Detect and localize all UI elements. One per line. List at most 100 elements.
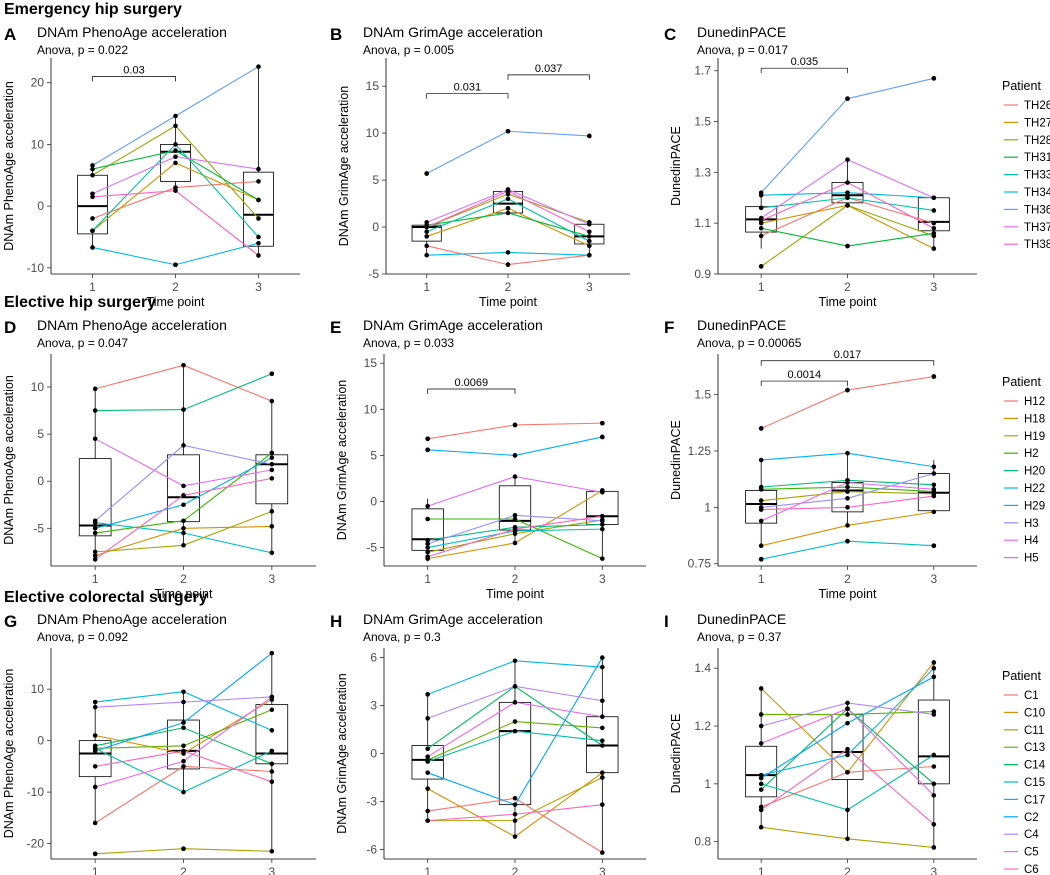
- data-point: [512, 516, 518, 522]
- y-tick-label: 0: [37, 474, 44, 488]
- legend-label: TH27: [1024, 117, 1050, 129]
- data-point: [587, 243, 592, 249]
- data-point: [845, 243, 850, 249]
- box-time-1: [78, 702, 112, 823]
- series-h4: [758, 480, 937, 524]
- data-point: [173, 113, 178, 119]
- series-h29: [758, 450, 937, 470]
- data-point: [90, 245, 95, 250]
- data-point: [181, 407, 186, 412]
- series-th33: [424, 196, 592, 244]
- legend-label: H20: [1024, 466, 1045, 478]
- panel-title: DNAm GrimAge acceleration: [363, 317, 543, 333]
- series-th33: [90, 142, 261, 240]
- series-th36: [758, 76, 937, 195]
- legend-item: TH31: [1004, 152, 1050, 164]
- section-title-elective-hip: Elective hip surgery: [4, 294, 156, 311]
- series-c5: [92, 694, 275, 790]
- data-point: [505, 250, 511, 255]
- y-tick-label: 5: [370, 448, 377, 462]
- legend-title: Patient: [1002, 375, 1041, 389]
- data-point: [600, 850, 605, 855]
- panel-title: DNAm PhenoAge acceleration: [37, 317, 227, 333]
- panel-title: DNAm PhenoAge acceleration: [37, 611, 227, 627]
- data-point: [505, 128, 511, 134]
- legend-item: TH38: [1004, 239, 1050, 251]
- series-h29: [92, 455, 275, 531]
- anova-label: Anova, p = 0.092: [37, 630, 128, 644]
- data-point: [600, 655, 605, 660]
- data-point: [512, 474, 518, 479]
- legend-label: C4: [1024, 829, 1039, 841]
- data-point: [425, 754, 430, 759]
- p-value-label: 0.0069: [455, 377, 489, 389]
- data-point: [931, 822, 937, 827]
- panel-letter: B: [330, 25, 342, 44]
- x-tick-label: 3: [930, 280, 937, 294]
- legend-item: H2: [1004, 448, 1039, 460]
- series-h18: [92, 524, 275, 558]
- y-tick-label: 0: [370, 747, 377, 761]
- legend-item: C15: [1004, 777, 1045, 789]
- series-h3: [425, 513, 605, 547]
- box-time-2: [167, 691, 200, 793]
- panel-h: H DNAm GrimAge acceleration Anova, p = 0.3…: [330, 611, 646, 875]
- x-tick-label: 3: [586, 280, 593, 294]
- data-point: [269, 761, 275, 767]
- y-tick-label: 3: [370, 699, 377, 713]
- series-h29: [425, 434, 605, 458]
- panel-title: DunedinPACE: [697, 24, 786, 40]
- series-c6: [425, 802, 605, 823]
- data-point: [845, 720, 850, 726]
- data-point: [92, 557, 98, 562]
- data-point: [425, 818, 430, 823]
- x-axis-title: Time point: [819, 587, 877, 601]
- y-axis-title: DNAm PhenoAge acceleration: [2, 81, 16, 251]
- series-line: [761, 227, 934, 247]
- data-point: [758, 741, 764, 746]
- legend-item: C1: [1004, 690, 1039, 702]
- data-point: [425, 447, 430, 453]
- data-point: [758, 712, 764, 717]
- comparison-bracket: 0.031: [426, 82, 509, 99]
- series-c2: [425, 655, 605, 807]
- data-point: [92, 784, 98, 790]
- legend-label: C17: [1024, 794, 1045, 806]
- data-point: [425, 770, 430, 775]
- legend-label: H19: [1024, 431, 1045, 443]
- box-time-1: [78, 388, 112, 560]
- legend-item: H20: [1004, 466, 1045, 478]
- data-point: [425, 808, 430, 814]
- series-c15: [425, 728, 605, 764]
- data-point: [931, 231, 937, 236]
- legend-item: H12: [1004, 396, 1045, 408]
- series-line: [426, 245, 590, 266]
- data-point: [269, 398, 275, 404]
- data-point: [512, 540, 518, 546]
- bracket-line: [427, 388, 516, 395]
- series-c15: [758, 752, 937, 813]
- data-point: [256, 179, 261, 184]
- data-point: [845, 157, 850, 162]
- data-point: [931, 764, 937, 769]
- anova-label: Anova, p = 0.3: [363, 630, 441, 644]
- data-point: [269, 509, 275, 514]
- legend-2: Patient H12 H18 H19 H2 H20 H22 H29 H3 H4 H5: [1002, 375, 1045, 565]
- data-point: [845, 203, 850, 208]
- series-h4: [425, 474, 605, 509]
- y-tick-label: -5: [366, 541, 377, 555]
- data-point: [512, 818, 518, 823]
- data-point: [931, 374, 937, 379]
- series-line: [761, 540, 934, 560]
- y-tick-label: 1: [704, 777, 711, 791]
- data-point: [512, 802, 518, 807]
- data-point: [931, 665, 937, 671]
- x-tick-label: 3: [599, 572, 606, 586]
- legend-label: H18: [1024, 413, 1045, 425]
- data-point: [600, 664, 605, 670]
- data-point: [181, 725, 186, 731]
- data-point: [845, 484, 850, 490]
- legend-item: H4: [1004, 535, 1039, 547]
- bracket-line: [760, 360, 935, 366]
- data-point: [512, 658, 518, 664]
